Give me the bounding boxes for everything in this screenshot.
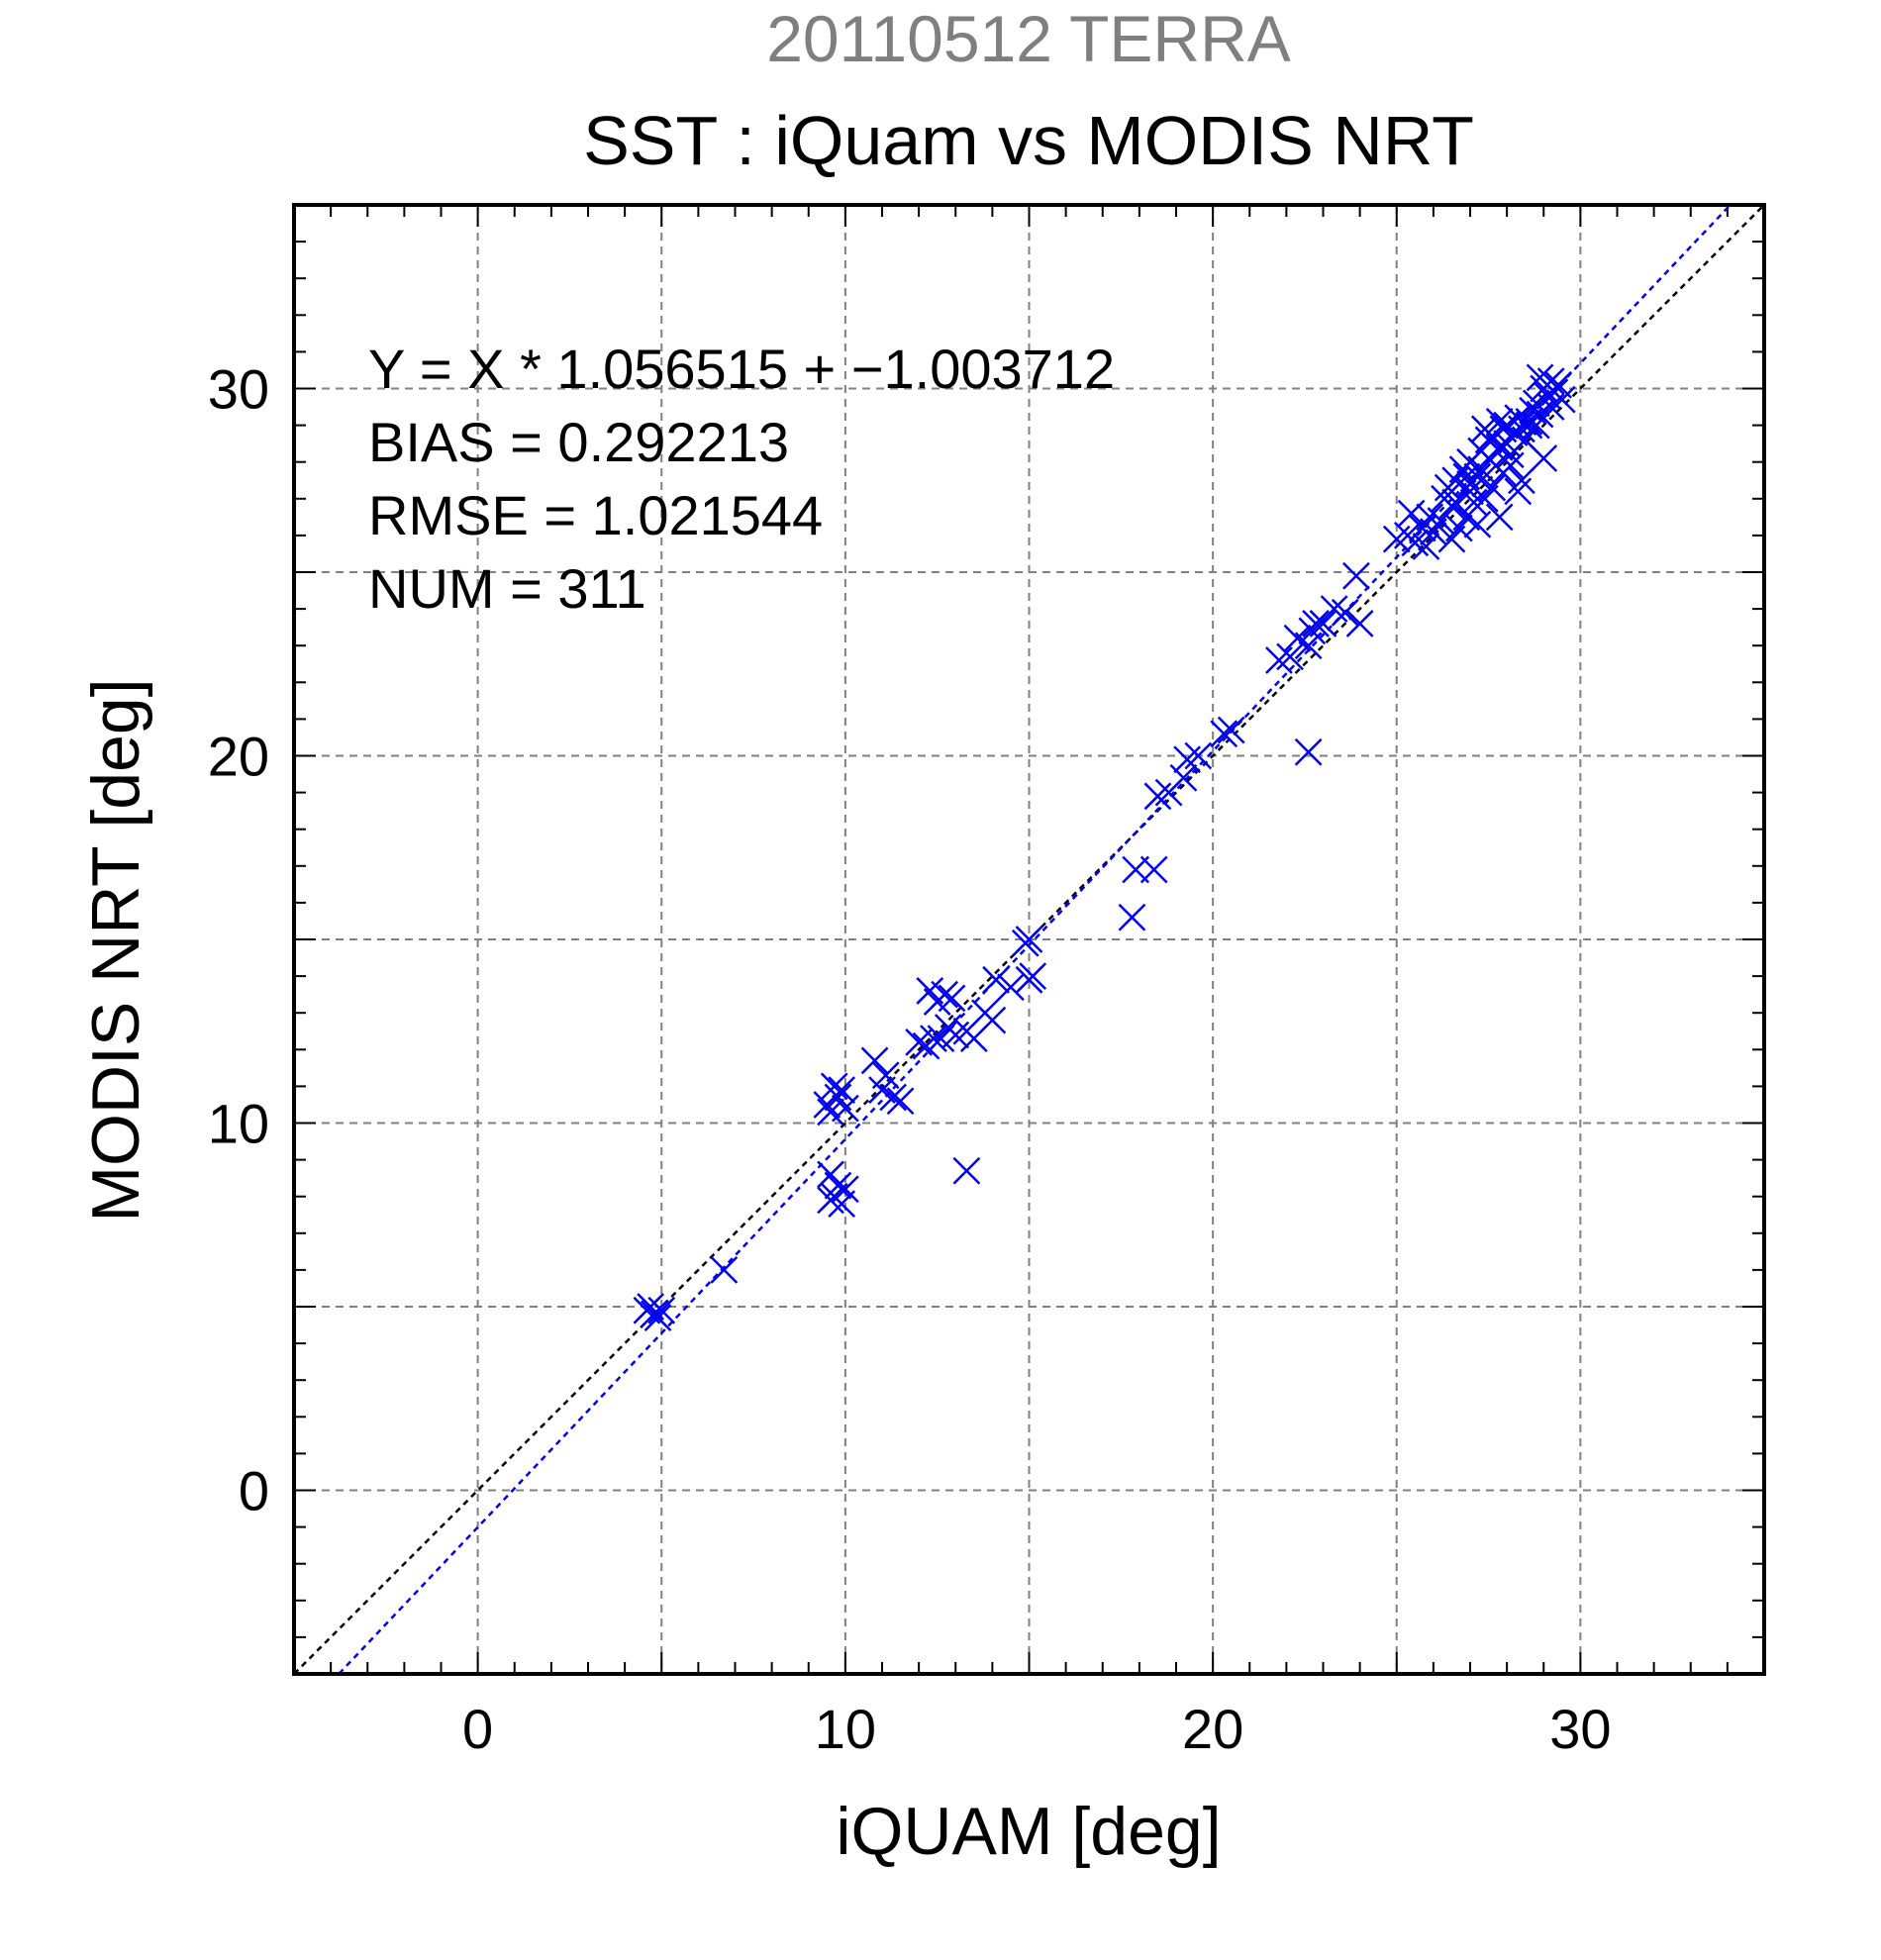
data-point	[1467, 455, 1496, 484]
data-point	[931, 980, 958, 1009]
data-point	[938, 984, 966, 1013]
data-point	[824, 1171, 852, 1200]
x-tick-labels: 0 10 20 30	[462, 1698, 1611, 1760]
data-point	[1217, 716, 1245, 744]
data-point	[1526, 363, 1554, 392]
y-tick-labels: 0 10 20 30	[208, 358, 269, 1522]
data-point	[1522, 411, 1550, 440]
x-tick-label: 10	[815, 1698, 876, 1760]
data-point	[1536, 393, 1565, 421]
data-point	[1478, 422, 1507, 450]
data-point	[1139, 855, 1168, 884]
data-point	[978, 1006, 1007, 1034]
data-points	[633, 363, 1576, 1332]
data-point	[1265, 646, 1293, 674]
stats-fit-equation: Y = X * 1.056515 + −1.003712	[368, 338, 1115, 400]
data-point	[1441, 488, 1470, 517]
data-point	[1456, 470, 1484, 498]
data-point	[817, 1098, 844, 1127]
data-point	[1397, 499, 1426, 528]
x-tick-label: 20	[1182, 1698, 1243, 1760]
data-point	[1302, 610, 1330, 637]
data-point	[1019, 962, 1047, 990]
data-point	[1331, 598, 1359, 627]
data-point	[868, 1076, 896, 1104]
data-point	[941, 1021, 970, 1049]
data-point	[1496, 451, 1525, 480]
data-point	[1173, 745, 1202, 774]
plot-frame	[292, 203, 1766, 1676]
data-point	[831, 1175, 859, 1204]
data-point	[952, 1156, 981, 1185]
data-point	[1294, 737, 1323, 766]
data-point	[860, 1046, 889, 1075]
data-point	[817, 1186, 844, 1215]
y-tick-label: 0	[239, 1460, 269, 1522]
y-tick-label: 10	[208, 1093, 269, 1155]
chart-supertitle: 20110512 TERRA	[766, 2, 1291, 75]
data-point	[1309, 610, 1337, 637]
y-axis-label: MODIS NRT [deg]	[78, 678, 153, 1222]
data-point	[1320, 595, 1348, 623]
data-point	[820, 1072, 848, 1101]
data-point	[1437, 525, 1466, 553]
data-point	[1382, 525, 1411, 553]
stats-annotation: Y = X * 1.056515 + −1.003712 BIAS = 0.29…	[368, 338, 1115, 620]
x-axis-label: iQUAM [deg]	[836, 1794, 1221, 1869]
data-point	[1412, 533, 1440, 560]
data-point	[710, 1256, 739, 1284]
data-point	[1452, 462, 1481, 491]
data-point	[1276, 642, 1304, 671]
data-point	[1184, 741, 1213, 770]
data-point	[647, 1296, 676, 1324]
data-point	[982, 965, 1010, 994]
data-point	[1169, 763, 1198, 792]
data-point	[1536, 367, 1565, 395]
data-point	[1015, 926, 1043, 953]
data-point	[644, 1304, 672, 1332]
data-point	[1345, 610, 1374, 637]
y-tick-label: 30	[208, 358, 269, 421]
data-point	[1143, 782, 1172, 811]
data-point	[1401, 529, 1430, 557]
x-tick-label: 30	[1549, 1698, 1611, 1760]
data-point	[886, 1087, 915, 1116]
data-point	[1530, 444, 1558, 472]
stats-rmse: RMSE = 1.021544	[368, 484, 823, 546]
data-point	[1504, 477, 1533, 506]
stats-bias: BIAS = 0.292213	[368, 411, 789, 473]
data-point	[1485, 503, 1514, 532]
y-tick-label: 20	[208, 726, 269, 788]
data-point	[997, 973, 1025, 1002]
data-point	[1118, 903, 1146, 931]
data-point	[1342, 561, 1370, 590]
data-point	[828, 1076, 856, 1104]
data-point	[1210, 720, 1238, 748]
data-point	[1463, 510, 1492, 539]
x-tick-label: 0	[462, 1698, 493, 1760]
stats-num: NUM = 311	[368, 557, 646, 620]
data-point	[1508, 466, 1535, 495]
data-point	[1485, 408, 1514, 436]
chart-title: SST : iQuam vs MODIS NRT	[583, 102, 1474, 179]
